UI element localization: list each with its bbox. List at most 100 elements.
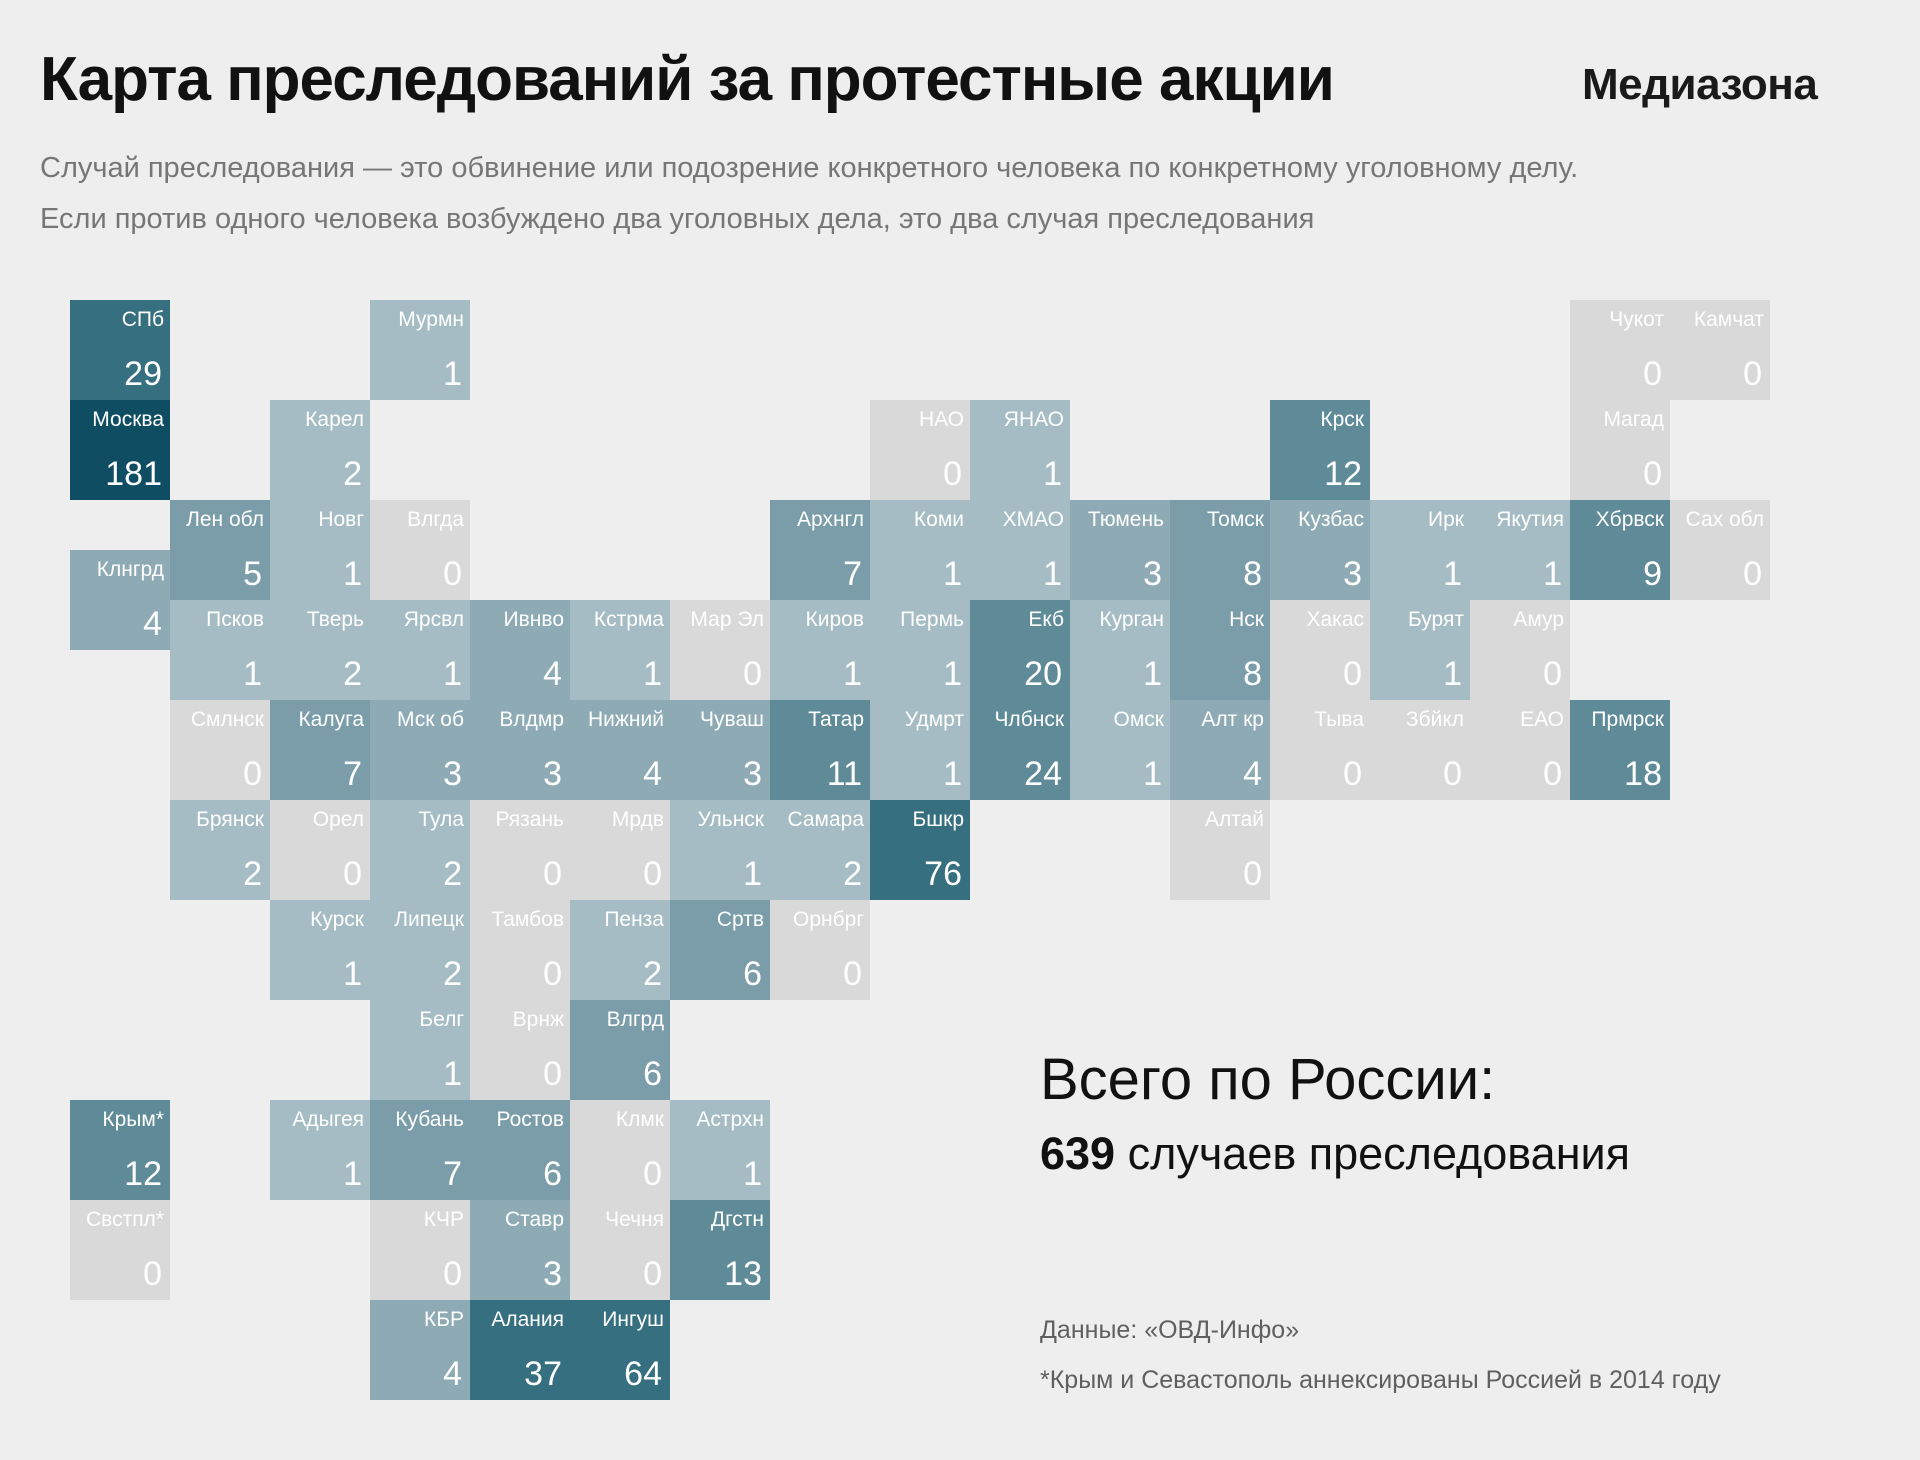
region-tile[interactable]: Алания 37	[470, 1300, 570, 1400]
region-tile[interactable]: КБР 4	[370, 1300, 470, 1400]
region-tile[interactable]: Коми 1	[870, 500, 970, 600]
region-tile[interactable]: Хакас 0	[1270, 600, 1370, 700]
region-tile[interactable]: Мрдв 0	[570, 800, 670, 900]
region-tile[interactable]: Ярсвл 1	[370, 600, 470, 700]
region-tile[interactable]: Белг 1	[370, 1000, 470, 1100]
region-tile[interactable]: Влгрд 6	[570, 1000, 670, 1100]
region-tile[interactable]: Свстпл* 0	[70, 1200, 170, 1300]
region-tile[interactable]: Самара 2	[770, 800, 870, 900]
region-tile[interactable]: Ивнво 4	[470, 600, 570, 700]
region-tile[interactable]: Тамбов 0	[470, 900, 570, 1000]
region-value: 2	[343, 655, 362, 693]
region-tile[interactable]: НАО 0	[870, 400, 970, 500]
region-tile[interactable]: Псков 1	[170, 600, 270, 700]
region-name: Сах обл	[1685, 508, 1764, 531]
region-value: 0	[1343, 755, 1362, 793]
region-tile[interactable]: Ингуш 64	[570, 1300, 670, 1400]
region-tile[interactable]: Влгда 0	[370, 500, 470, 600]
region-tile[interactable]: Ростов 6	[470, 1100, 570, 1200]
region-tile[interactable]: Клнгрд 4	[70, 550, 170, 650]
region-tile[interactable]: Лен обл 5	[170, 500, 270, 600]
region-tile[interactable]: Орел 0	[270, 800, 370, 900]
region-tile[interactable]: Астрхн 1	[670, 1100, 770, 1200]
region-tile[interactable]: Тыва 0	[1270, 700, 1370, 800]
region-tile[interactable]: Члбнск 24	[970, 700, 1070, 800]
region-tile[interactable]: Нск 8	[1170, 600, 1270, 700]
region-tile[interactable]: Влдмр 3	[470, 700, 570, 800]
region-tile[interactable]: Тула 2	[370, 800, 470, 900]
region-tile[interactable]: Чуваш 3	[670, 700, 770, 800]
region-tile[interactable]: Курск 1	[270, 900, 370, 1000]
region-tile[interactable]: Крск 12	[1270, 400, 1370, 500]
region-tile[interactable]: Бурят 1	[1370, 600, 1470, 700]
region-tile[interactable]: Кузбас 3	[1270, 500, 1370, 600]
region-tile[interactable]: Ирк 1	[1370, 500, 1470, 600]
region-name: Алания	[491, 1308, 564, 1331]
region-tile[interactable]: Липецк 2	[370, 900, 470, 1000]
region-tile[interactable]: Клмк 0	[570, 1100, 670, 1200]
region-tile[interactable]: Кстрма 1	[570, 600, 670, 700]
region-tile[interactable]: ЯНАО 1	[970, 400, 1070, 500]
region-tile[interactable]: Збйкл 0	[1370, 700, 1470, 800]
region-tile[interactable]: Чечня 0	[570, 1200, 670, 1300]
region-name: Тула	[418, 808, 464, 831]
region-tile[interactable]: Алтай 0	[1170, 800, 1270, 900]
region-tile[interactable]: Чукот 0	[1570, 300, 1670, 400]
region-tile[interactable]: Смлнск 0	[170, 700, 270, 800]
region-tile[interactable]: Удмрт 1	[870, 700, 970, 800]
region-tile[interactable]: Кубань 7	[370, 1100, 470, 1200]
region-tile[interactable]: Мск об 3	[370, 700, 470, 800]
region-tile[interactable]: Пенза 2	[570, 900, 670, 1000]
region-tile[interactable]: Прмрск 18	[1570, 700, 1670, 800]
region-value: 0	[1643, 455, 1662, 493]
region-tile[interactable]: Камчат 0	[1670, 300, 1770, 400]
region-value: 18	[1624, 755, 1662, 793]
region-tile[interactable]: Ставр 3	[470, 1200, 570, 1300]
total-count: 639	[1040, 1128, 1116, 1179]
brand-logo[interactable]: Медиазона	[1582, 60, 1818, 109]
region-tile[interactable]: Хбрвск 9	[1570, 500, 1670, 600]
region-tile[interactable]: Орнбрг 0	[770, 900, 870, 1000]
region-value: 0	[743, 655, 762, 693]
region-value: 4	[1243, 755, 1262, 793]
region-tile[interactable]: Ульнск 1	[670, 800, 770, 900]
region-tile[interactable]: Врнж 0	[470, 1000, 570, 1100]
region-tile[interactable]: Томск 8	[1170, 500, 1270, 600]
region-tile[interactable]: Брянск 2	[170, 800, 270, 900]
region-tile[interactable]: ЕАО 0	[1470, 700, 1570, 800]
region-tile[interactable]: Москва 181	[70, 400, 170, 500]
region-tile[interactable]: Архнгл 7	[770, 500, 870, 600]
region-tile[interactable]: Рязань 0	[470, 800, 570, 900]
region-tile[interactable]: Крым* 12	[70, 1100, 170, 1200]
region-tile[interactable]: Пермь 1	[870, 600, 970, 700]
region-value: 3	[1143, 555, 1162, 593]
region-tile[interactable]: Тюмень 3	[1070, 500, 1170, 600]
region-tile[interactable]: Калуга 7	[270, 700, 370, 800]
region-tile[interactable]: ХМАО 1	[970, 500, 1070, 600]
region-tile[interactable]: Алт кр 4	[1170, 700, 1270, 800]
region-tile[interactable]: Нижний 4	[570, 700, 670, 800]
region-tile[interactable]: Мар Эл 0	[670, 600, 770, 700]
region-tile[interactable]: Дгстн 13	[670, 1200, 770, 1300]
region-tile[interactable]: СПб 29	[70, 300, 170, 400]
region-tile[interactable]: Магад 0	[1570, 400, 1670, 500]
subtitle-line-1: Случай преследования — это обвинение или…	[40, 152, 1579, 184]
region-tile[interactable]: Сах обл 0	[1670, 500, 1770, 600]
region-tile[interactable]: Новг 1	[270, 500, 370, 600]
region-tile[interactable]: Тверь 2	[270, 600, 370, 700]
region-tile[interactable]: Омск 1	[1070, 700, 1170, 800]
region-tile[interactable]: Курган 1	[1070, 600, 1170, 700]
region-name: Ростов	[496, 1108, 564, 1131]
region-tile[interactable]: Мурмн 1	[370, 300, 470, 400]
region-tile[interactable]: Бшкр 76	[870, 800, 970, 900]
region-tile[interactable]: КЧР 0	[370, 1200, 470, 1300]
region-tile[interactable]: Сртв 6	[670, 900, 770, 1000]
region-tile[interactable]: Амур 0	[1470, 600, 1570, 700]
region-tile[interactable]: Адыгея 1	[270, 1100, 370, 1200]
region-tile[interactable]: Татар 11	[770, 700, 870, 800]
region-tile[interactable]: Екб 20	[970, 600, 1070, 700]
region-tile[interactable]: Киров 1	[770, 600, 870, 700]
region-name: Рязань	[495, 808, 564, 831]
region-tile[interactable]: Карел 2	[270, 400, 370, 500]
region-tile[interactable]: Якутия 1	[1470, 500, 1570, 600]
